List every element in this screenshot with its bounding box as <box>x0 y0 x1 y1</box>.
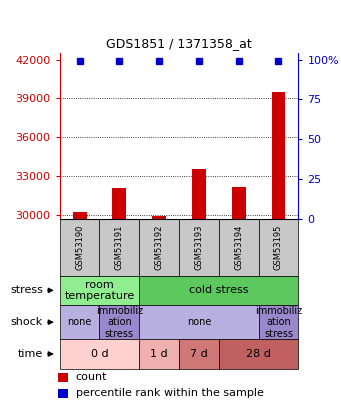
Bar <box>100 219 139 276</box>
Bar <box>232 187 246 219</box>
Bar <box>139 305 258 339</box>
Text: shock: shock <box>11 317 43 327</box>
Bar <box>139 276 298 305</box>
Title: GDS1851 / 1371358_at: GDS1851 / 1371358_at <box>106 38 252 51</box>
Bar <box>100 305 139 339</box>
Bar <box>139 219 179 276</box>
Bar <box>179 339 219 369</box>
Bar <box>139 339 179 369</box>
Bar <box>219 339 298 369</box>
Bar <box>60 339 139 369</box>
Text: 7 d: 7 d <box>190 349 208 359</box>
Text: GSM53194: GSM53194 <box>234 225 243 270</box>
Bar <box>179 219 219 276</box>
Text: cold stress: cold stress <box>189 286 249 295</box>
Bar <box>60 219 100 276</box>
Text: GSM53191: GSM53191 <box>115 225 124 270</box>
Text: GSM53195: GSM53195 <box>274 225 283 270</box>
Text: stress: stress <box>10 286 43 295</box>
Text: immobiliz
ation
stress: immobiliz ation stress <box>255 306 302 339</box>
Bar <box>219 219 258 276</box>
Bar <box>258 219 298 276</box>
Bar <box>60 305 100 339</box>
Text: room
temperature: room temperature <box>64 279 135 301</box>
Bar <box>73 212 87 219</box>
Text: GSM53190: GSM53190 <box>75 225 84 270</box>
Bar <box>113 188 126 219</box>
Text: 0 d: 0 d <box>91 349 108 359</box>
Bar <box>192 168 206 219</box>
Text: percentile rank within the sample: percentile rank within the sample <box>76 388 264 399</box>
Text: none: none <box>68 317 92 327</box>
Text: none: none <box>187 317 211 327</box>
Text: 28 d: 28 d <box>246 349 271 359</box>
Bar <box>258 305 298 339</box>
Bar <box>58 373 68 382</box>
Bar <box>271 92 285 219</box>
Text: 1 d: 1 d <box>150 349 168 359</box>
Bar <box>58 389 68 398</box>
Text: time: time <box>18 349 43 359</box>
Text: count: count <box>76 372 107 382</box>
Text: immobiliz
ation
stress: immobiliz ation stress <box>96 306 143 339</box>
Bar <box>60 276 139 305</box>
Text: GSM53192: GSM53192 <box>154 225 164 270</box>
Bar <box>152 216 166 219</box>
Text: GSM53193: GSM53193 <box>194 225 204 270</box>
